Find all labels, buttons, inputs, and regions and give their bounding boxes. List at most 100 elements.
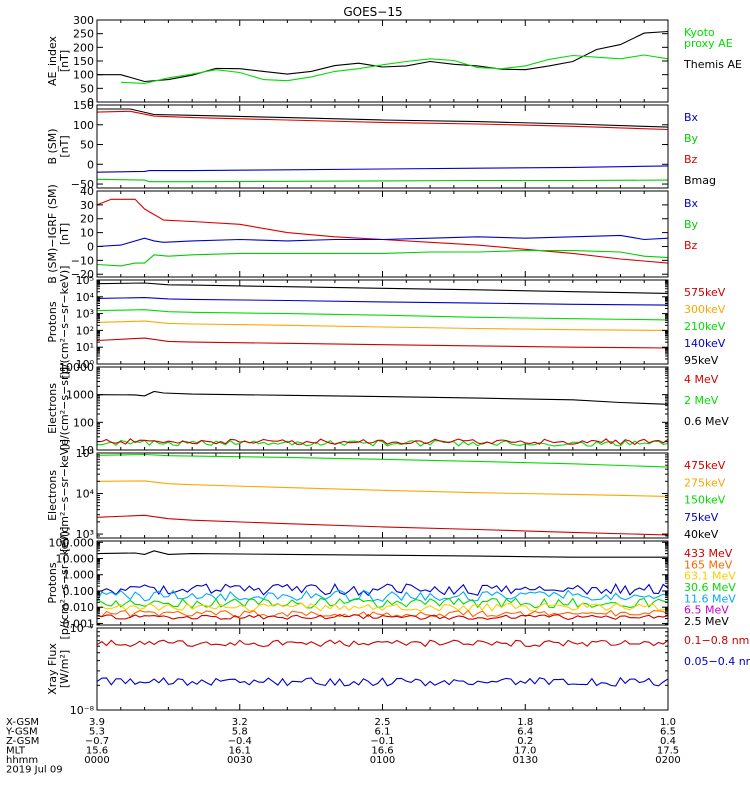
footer-value: −0.1 [370,736,394,747]
footer-value: 17.5 [657,746,679,757]
footer-value: −0.7 [85,736,109,747]
footer-value: 3.2 [232,717,248,728]
y-axis-label: Electrons[e/(cm²−s−sr−keV)] [46,439,71,552]
series-bx-line [97,234,668,248]
y-tick-label: 250 [73,28,94,41]
legend-bz: Bz [684,153,698,166]
footer-value: 1.8 [517,717,533,728]
legend-210kev: 210keV [684,320,726,333]
y-tick-label: −50 [71,178,94,191]
footer-label-z-gsm: Z-GSM [6,736,39,747]
series-6-5-mev-line [97,583,668,597]
series-150kev-line [97,453,668,468]
orbit-footer-table: X-GSM 3.9 3.2 2.5 1.8 1.0 Y-GSM 5.3 5.8 6.1 6.4 6.5… [5,717,681,776]
legend-150kev: 150keV [684,494,726,507]
legend-by: By [684,132,699,145]
panel-8: 10⁻⁸ 10⁻⁷ Xray Flux[W/m²] 0.1−0.8 nm 0.05−0.… [46,622,750,717]
legend-themis-ae: Themis AE [683,58,742,71]
series-themis-ae-line [97,30,668,83]
y-tick-label: 10³ [76,308,94,321]
series-0-6-mev-line [97,390,668,405]
footer-value: 0.2 [517,736,533,747]
footer-value: 6.4 [517,727,533,738]
legend-165-mev: 165 MeV [684,558,733,571]
legend-300kev: 300keV [684,303,726,316]
series-575kev-line [97,337,668,349]
series-433-mev-line [97,613,668,620]
y-axis-label: Protons[p/(cm²−s−sr−keV)] [46,266,71,379]
legend-bmag: Bmag [684,174,716,187]
legend-11-6-mev: 11.6 MeV [684,592,736,605]
series-275kev-line [97,480,668,497]
panel-frame [96,627,669,711]
y-tick-label: 0 [87,158,94,171]
footer-value: 6.1 [375,727,391,738]
y-tick-label: 10³ [76,528,94,541]
legend-0-05-0-4-nm: 0.05−0.4 nm [684,655,750,668]
y-axis-label: B (SM)−IGRF (SM)[nT] [46,184,71,284]
series-by-line [97,250,668,267]
footer-label-hhmm: hhmm [6,755,38,766]
series-2-mev-line [97,439,668,447]
legend-6-5-mev: 6.5 MeV [684,604,729,617]
legend-433-mev: 433 MeV [684,547,733,560]
y-tick-label: 100 [73,119,94,132]
panel-frame [96,19,669,103]
legend-140kev: 140keV [684,337,726,350]
y-tick-label: 20 [80,213,94,226]
y-axis-label: Electrons[e/(cm²−s−sr)] [46,367,71,450]
footer-value: 2.5 [375,717,391,728]
footer-label-x-gsm: X-GSM [6,717,39,728]
legend-by: By [684,218,699,231]
series-by-line [97,178,668,183]
footer-value: 16.6 [371,746,393,757]
panel-frame [96,366,669,451]
footer-label-mlt: MLT [6,746,26,757]
panel-6: 10³ 10⁴ 10⁵ Electrons[e/(cm²−s−sr−keV)] 475k… [46,439,726,552]
footer-label-y-gsm: Y-GSM [5,727,38,738]
y-axis-label: Xray Flux[W/m²] [46,643,71,695]
panel-2: −50 0 50 100 150 B (SM)[nT] Bx By Bz Bmag [46,99,716,191]
y-tick-label: 150 [73,99,94,112]
y-tick-label: 10⁴ [76,488,95,501]
y-tick-label: 100 [73,416,94,429]
legend-4-mev: 4 MeV [684,373,719,386]
footer-date: 2019 Jul 09 [6,765,63,776]
legend-95kev: 95keV [684,354,719,367]
y-tick-label: 1.000 [63,569,95,582]
footer-value: 1.0 [660,717,676,728]
series-210kev-line [97,309,668,321]
y-tick-label: 30 [80,199,94,212]
series-95kev-line [97,282,668,294]
series-bz-line [97,110,668,131]
footer-value: 5.8 [232,727,248,738]
y-tick-label: 150 [73,55,94,68]
panel-frame [96,452,669,539]
legend-bz: Bz [684,239,698,252]
panel-stack: 050100150200250300AE_index[nT]Kyotoproxy… [46,14,750,717]
y-tick-label: 10 [80,444,94,457]
panel-frame [96,190,669,278]
series-2-5-mev-line [97,550,668,558]
legend-2-5-mev: 2.5 MeV [684,615,729,628]
footer-value: 0200 [655,755,680,766]
series-kyoto-proxy-ae-line [120,54,668,84]
legend-575kev: 575keV [684,286,726,299]
legend-bx: Bx [684,111,699,124]
series-30-6-mev-line [97,597,668,609]
footer-value: 5.3 [89,727,105,738]
series-11-6-mev-line [97,589,668,602]
y-tick-label: 0.010 [63,601,95,614]
y-tick-label: 10¹ [76,341,94,354]
y-axis-label: B (SM)[nT] [46,128,71,164]
y-tick-label: 0.100 [63,585,95,598]
y-tick-label: 0.001 [63,617,95,630]
panel-7: 0.001 0.010 0.100 1.000 10.000 100.000Protons… [46,527,736,640]
footer-value: 0000 [84,755,109,766]
legend-2-mev: 2 MeV [684,394,719,407]
footer-value: 0100 [370,755,395,766]
y-tick-label: 100.000 [49,536,95,549]
legend-63-1-mev: 63.1 MeV [684,570,736,583]
